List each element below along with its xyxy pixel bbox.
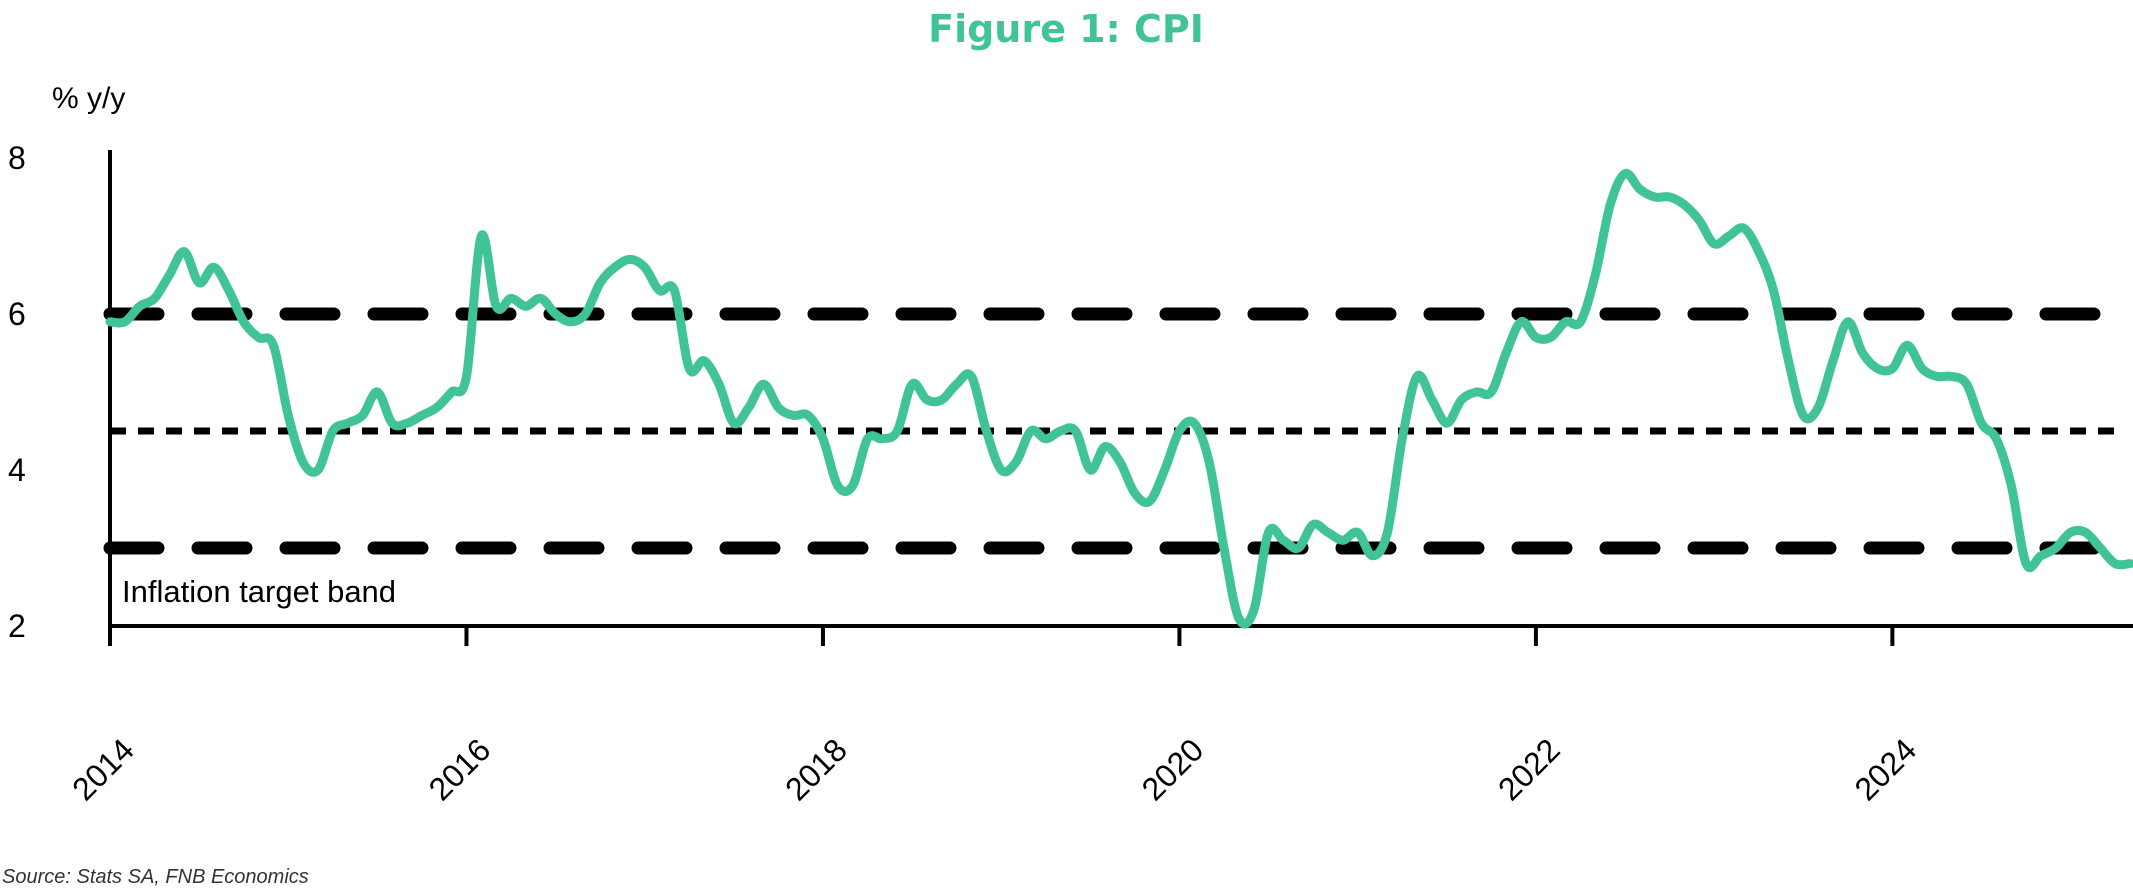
y-tick-labels: 8 6 4 2 bbox=[8, 140, 26, 644]
x-tick-label: 2016 bbox=[422, 731, 498, 807]
chart-title: Figure 1: CPI bbox=[928, 7, 1204, 51]
axes bbox=[108, 150, 2133, 628]
y-axis-label: % y/y bbox=[52, 82, 125, 115]
target-band-annotation: Inflation target band bbox=[122, 574, 396, 609]
cpi-series-line bbox=[105, 168, 2133, 629]
series-layer bbox=[105, 168, 2133, 629]
x-tick-label: 2018 bbox=[778, 731, 854, 807]
y-tick-label: 2 bbox=[8, 608, 26, 644]
reference-lines bbox=[103, 307, 2125, 555]
x-tick-label: 2022 bbox=[1491, 731, 1567, 807]
x-tick-label: 2024 bbox=[1848, 731, 1924, 807]
x-tick-label: 2014 bbox=[65, 731, 141, 807]
y-tick-label: 8 bbox=[8, 140, 26, 176]
x-tick-labels: 2014 2016 2018 2020 2022 2024 bbox=[65, 626, 1923, 807]
y-tick-label: 4 bbox=[8, 452, 26, 488]
x-tick-label: 2020 bbox=[1135, 731, 1211, 807]
source-note: Source: Stats SA, FNB Economics bbox=[2, 866, 309, 888]
y-tick-label: 6 bbox=[8, 296, 26, 332]
